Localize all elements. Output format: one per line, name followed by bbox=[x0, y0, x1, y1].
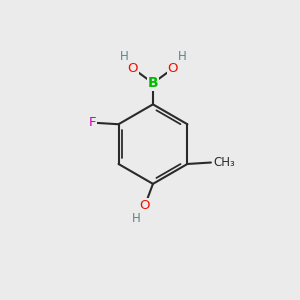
Text: H: H bbox=[177, 50, 186, 63]
Text: H: H bbox=[120, 50, 128, 63]
Text: O: O bbox=[168, 62, 178, 75]
Text: O: O bbox=[140, 200, 150, 212]
Text: F: F bbox=[88, 116, 96, 129]
Text: H: H bbox=[132, 212, 141, 225]
Text: O: O bbox=[128, 62, 138, 75]
Text: B: B bbox=[148, 76, 158, 90]
Text: CH₃: CH₃ bbox=[214, 156, 236, 169]
